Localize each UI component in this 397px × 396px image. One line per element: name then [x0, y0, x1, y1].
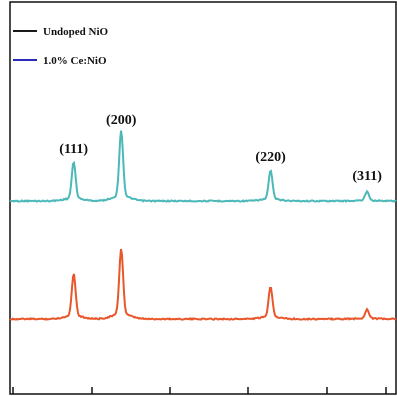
legend-label-undoped: Undoped NiO [43, 26, 109, 38]
peak-label-311: (311) [352, 169, 382, 184]
legend-label-ce-doped: 1.0% Ce:NiO [43, 55, 107, 67]
peak-annotations: (111) (200) (220) (311) [59, 113, 382, 184]
series-line-top [9, 130, 397, 203]
x-axis-ticks [12, 387, 387, 394]
series-line-bottom [9, 248, 397, 321]
peak-label-220: (220) [255, 150, 286, 165]
legend: Undoped NiO 1.0% Ce:NiO [13, 26, 109, 67]
peak-label-111: (111) [59, 142, 88, 157]
plot-frame [9, 1, 397, 395]
peak-label-200: (200) [106, 113, 137, 128]
